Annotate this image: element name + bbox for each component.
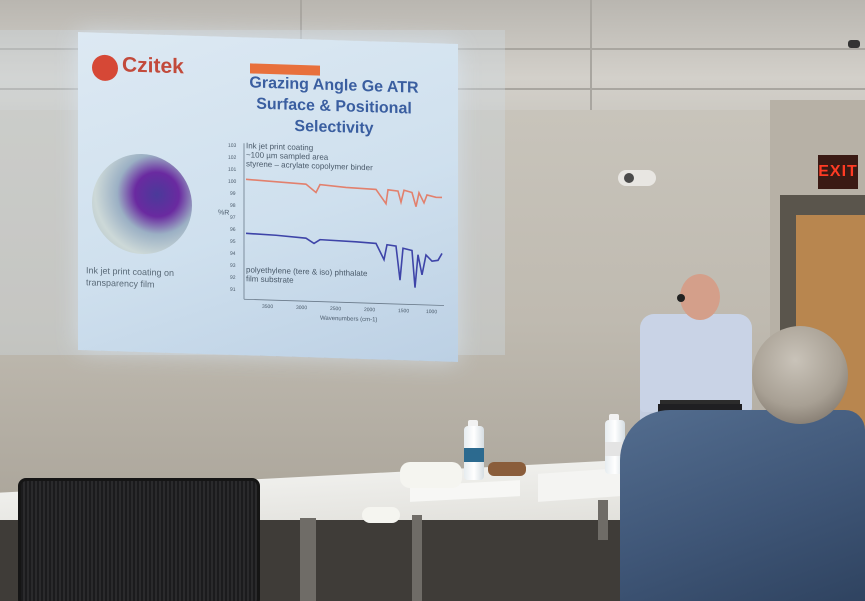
projected-slide: Czitek Grazing Angle Ge ATR Surface & Po…	[78, 32, 458, 362]
audience-member-jacket	[620, 410, 865, 601]
plot-x-axis	[244, 298, 444, 306]
y-tick-label: 103	[228, 143, 237, 149]
y-tick-label: 98	[230, 203, 236, 209]
x-tick-label: 1500	[398, 308, 409, 314]
slide-title: Grazing Angle Ge ATR Surface & Positiona…	[249, 74, 419, 138]
table-leg	[598, 500, 608, 540]
image-caption: Ink jet print coating on transparency fi…	[86, 265, 175, 290]
plot-annotation-top: Ink jet print coating ~100 µm sampled ar…	[246, 141, 416, 173]
mesh-chair-back	[18, 478, 260, 601]
ceiling-grid-line	[590, 0, 592, 110]
spectrum-plot: %R 103 102 101 100 99 98 97 96 95 94 93 …	[218, 143, 444, 324]
y-tick-labels: 103 102 101 100 99 98 97 96 95 94 93 92 …	[228, 143, 237, 293]
y-tick-label: 91	[230, 287, 236, 293]
x-tick-label: 1000	[426, 309, 437, 315]
microscope-image	[92, 152, 192, 256]
bottle-cap	[468, 420, 478, 428]
exit-sign: EXIT	[818, 155, 858, 189]
table-leg	[300, 518, 316, 601]
bottom-spectrum-line	[245, 232, 443, 288]
presenter-shirt	[640, 314, 752, 412]
x-tick-label: 2000	[364, 307, 375, 313]
y-tick-label: 97	[230, 215, 236, 221]
table-leg	[412, 515, 422, 601]
audience-member-head	[752, 326, 848, 424]
snack-plate	[488, 462, 526, 476]
bottle-cap	[609, 414, 619, 422]
y-tick-label: 101	[228, 167, 237, 173]
y-axis-label: %R	[218, 209, 229, 216]
x-tick-label: 3500	[262, 304, 273, 310]
napkin	[362, 507, 400, 523]
ceiling-camera-icon	[848, 40, 860, 48]
sensor-lens	[624, 173, 634, 183]
bottle-label	[464, 448, 484, 462]
logo-icon	[92, 54, 118, 82]
x-axis-label: Wavenumbers (cm-1)	[320, 316, 377, 324]
presenter-head	[680, 274, 720, 320]
x-tick-label: 3000	[296, 305, 307, 311]
top-spectrum-line	[245, 178, 442, 207]
x-tick-label: 2500	[330, 306, 341, 312]
y-tick-label: 96	[230, 227, 236, 233]
y-tick-label: 93	[230, 263, 236, 269]
y-tick-label: 94	[230, 251, 236, 257]
y-tick-label: 102	[228, 155, 237, 161]
y-tick-label: 92	[230, 275, 236, 281]
headset-icon	[677, 294, 685, 302]
y-tick-label: 99	[230, 191, 236, 197]
x-tick-labels: 3500 3000 2500 2000 1500 1000	[262, 304, 437, 316]
napkin	[400, 462, 462, 488]
y-tick-label: 95	[230, 239, 236, 245]
slide-logo-text: Czitek	[122, 53, 184, 79]
y-tick-label: 100	[228, 179, 237, 185]
